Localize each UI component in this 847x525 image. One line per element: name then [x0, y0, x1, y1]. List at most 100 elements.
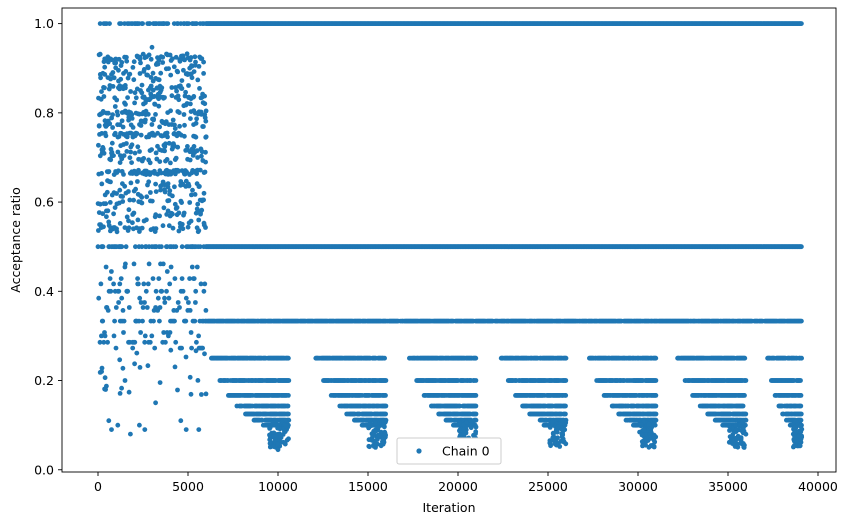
data-point	[119, 60, 125, 65]
data-point	[183, 89, 189, 95]
data-point	[127, 197, 133, 203]
data-point	[457, 432, 463, 438]
data-point	[151, 318, 156, 324]
data-point	[170, 211, 175, 217]
data-point	[100, 146, 106, 152]
data-point	[142, 300, 147, 305]
data-point	[139, 244, 145, 250]
data-point	[179, 86, 185, 91]
data-point	[113, 305, 119, 310]
data-point	[125, 189, 131, 194]
data-point	[282, 428, 287, 434]
data-point	[129, 142, 135, 148]
data-point	[180, 53, 186, 59]
data-point	[126, 305, 132, 310]
data-point	[148, 75, 154, 80]
data-point	[101, 339, 107, 345]
data-point	[169, 85, 175, 90]
data-point	[179, 345, 185, 351]
data-point	[176, 168, 181, 174]
data-point	[109, 57, 114, 63]
data-point	[166, 295, 172, 301]
data-point	[152, 345, 158, 351]
data-point	[144, 305, 150, 310]
data-point	[116, 300, 121, 305]
data-point	[165, 181, 171, 187]
data-point	[156, 103, 162, 109]
data-point	[141, 156, 147, 161]
data-point	[552, 441, 557, 446]
data-point	[196, 427, 202, 432]
data-point	[110, 70, 116, 75]
data-point	[555, 424, 561, 430]
data-point	[175, 144, 181, 150]
data-point	[123, 69, 129, 74]
data-point	[129, 160, 135, 166]
data-point	[169, 93, 175, 99]
data-point	[464, 420, 469, 425]
data-point	[283, 423, 289, 428]
data-point	[145, 111, 151, 117]
data-point	[199, 153, 204, 159]
data-point	[153, 112, 158, 117]
data-point	[182, 93, 188, 99]
data-point	[180, 288, 186, 294]
data-point	[149, 198, 155, 204]
data-point	[197, 167, 203, 173]
data-point	[164, 130, 170, 136]
data-point	[165, 208, 171, 214]
data-point	[153, 226, 159, 232]
data-point	[127, 431, 133, 437]
data-point	[138, 330, 144, 335]
data-point	[131, 197, 137, 203]
data-point	[139, 90, 145, 96]
data-point	[140, 21, 146, 26]
data-point	[275, 425, 280, 431]
data-point	[123, 102, 128, 107]
data-point	[203, 391, 209, 397]
data-point	[137, 422, 142, 428]
data-point	[108, 288, 114, 294]
data-point	[799, 21, 804, 26]
data-point	[547, 425, 553, 430]
data-point	[125, 288, 131, 294]
data-point	[118, 76, 124, 82]
data-point	[137, 56, 143, 62]
data-point	[115, 149, 121, 155]
data-point	[473, 393, 479, 398]
data-point	[137, 365, 143, 370]
data-point	[559, 426, 565, 432]
data-point	[382, 430, 388, 436]
data-point	[105, 208, 111, 214]
data-point	[202, 101, 208, 107]
data-point	[147, 339, 153, 345]
data-point	[272, 422, 278, 427]
data-point	[146, 179, 152, 185]
data-point	[126, 218, 131, 224]
data-point	[196, 228, 202, 234]
data-point	[162, 295, 167, 301]
data-point	[201, 59, 207, 65]
data-point	[115, 112, 121, 118]
data-point	[188, 391, 194, 397]
data-point	[195, 378, 201, 383]
data-point	[139, 194, 145, 200]
data-point	[176, 110, 182, 115]
data-point	[188, 116, 193, 121]
data-point	[99, 369, 104, 374]
data-point	[172, 184, 177, 190]
data-point	[152, 102, 158, 107]
data-point	[173, 244, 179, 250]
data-point	[100, 244, 106, 250]
data-point	[187, 308, 193, 313]
data-point	[135, 144, 141, 150]
data-point	[135, 179, 140, 184]
data-point	[175, 387, 180, 393]
data-point	[278, 434, 283, 439]
data-point	[173, 155, 179, 161]
data-point	[107, 21, 112, 26]
data-point	[133, 95, 139, 101]
data-point	[172, 122, 177, 128]
data-point	[175, 300, 181, 305]
data-point	[96, 228, 101, 233]
